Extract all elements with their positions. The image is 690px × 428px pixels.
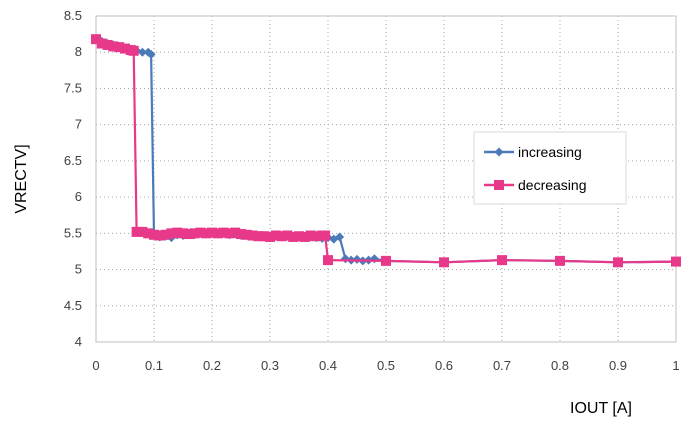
tick-labels: 4 4.5 5 5.5 6 6.5 7 7.5 8 8.5 0 0.1 0.2 0.3 0.4 0.5 0.6 0… xyxy=(64,8,680,373)
data-point-decreasing xyxy=(189,228,200,239)
data-point-decreasing xyxy=(201,228,212,239)
data-point-decreasing xyxy=(555,255,565,266)
x-tick-label: 0.6 xyxy=(435,358,453,373)
data-point-decreasing xyxy=(241,229,252,240)
x-tick-label: 0.4 xyxy=(319,358,337,373)
y-tick-label: 7 xyxy=(75,117,82,132)
data-point-decreasing xyxy=(439,257,449,268)
data-point-decreasing xyxy=(224,228,235,239)
x-tick-label: 0.7 xyxy=(493,358,511,373)
data-point-decreasing xyxy=(149,229,159,240)
data-point-decreasing xyxy=(265,231,275,242)
data-point-decreasing xyxy=(154,230,165,241)
x-axis-title: IOUT [A] xyxy=(570,400,632,417)
data-point-decreasing xyxy=(236,229,246,240)
data-point-decreasing xyxy=(497,255,507,266)
data-point-decreasing xyxy=(282,230,293,241)
data-point-decreasing xyxy=(96,38,107,49)
data-point-decreasing xyxy=(207,227,217,238)
y-tick-label: 8 xyxy=(75,44,82,59)
data-point-decreasing xyxy=(143,228,154,239)
x-tick-label: 0.3 xyxy=(261,358,279,373)
data-point-decreasing xyxy=(131,226,142,237)
data-point-decreasing xyxy=(294,231,304,242)
legend-marker-decreasing xyxy=(494,180,504,190)
y-tick-label: 8.5 xyxy=(64,8,82,23)
series-layer xyxy=(91,34,681,268)
data-point-increasing xyxy=(335,232,345,242)
data-point-decreasing xyxy=(288,231,299,242)
y-tick-label: 4.5 xyxy=(64,298,82,313)
data-point-decreasing xyxy=(381,255,391,266)
data-point-decreasing xyxy=(137,226,148,237)
x-tick-label: 0.1 xyxy=(145,358,163,373)
data-point-decreasing xyxy=(114,42,125,53)
plot-area-frame xyxy=(95,15,677,343)
data-point-decreasing xyxy=(299,231,310,242)
data-point-decreasing xyxy=(276,231,287,242)
data-point-decreasing xyxy=(671,256,681,267)
y-tick-label: 5 xyxy=(75,262,82,277)
legend-label-increasing: increasing xyxy=(518,144,582,160)
data-point-decreasing xyxy=(166,228,177,239)
data-point-decreasing xyxy=(120,43,130,54)
data-point-decreasing xyxy=(212,228,223,239)
legend: increasing decreasing xyxy=(473,131,627,205)
x-tick-label: 0.8 xyxy=(551,358,569,373)
data-point-increasing xyxy=(137,47,147,57)
data-point-decreasing xyxy=(247,230,258,241)
data-point-decreasing xyxy=(230,227,241,238)
data-point-decreasing xyxy=(128,45,139,56)
data-point-decreasing xyxy=(311,231,322,242)
data-point-decreasing xyxy=(183,229,194,240)
x-tick-label: 0.9 xyxy=(609,358,627,373)
y-tick-label: 6 xyxy=(75,189,82,204)
data-point-increasing xyxy=(146,49,156,59)
data-point-decreasing xyxy=(320,230,331,241)
data-point-decreasing xyxy=(160,229,171,240)
data-point-decreasing xyxy=(613,257,623,268)
data-point-decreasing xyxy=(178,228,188,239)
data-point-decreasing xyxy=(305,230,316,241)
data-point-decreasing xyxy=(259,231,270,242)
y-tick-label: 6.5 xyxy=(64,153,82,168)
data-point-decreasing xyxy=(218,227,229,238)
data-point-decreasing xyxy=(102,39,113,50)
legend-label-decreasing: decreasing xyxy=(518,177,587,193)
data-point-decreasing xyxy=(108,41,119,52)
x-tick-label: 1 xyxy=(672,358,679,373)
x-tick-label: 0.5 xyxy=(377,358,395,373)
legend-box xyxy=(473,131,627,205)
x-tick-label: 0 xyxy=(92,358,99,373)
x-tick-label: 0.2 xyxy=(203,358,221,373)
legend-marker-increasing xyxy=(494,147,504,157)
data-point-decreasing xyxy=(195,227,206,238)
series-decreasing xyxy=(91,34,681,268)
data-point-decreasing xyxy=(172,227,183,238)
y-axis-title: VRECTV] xyxy=(13,144,30,213)
data-point-decreasing xyxy=(91,34,101,45)
data-point-decreasing xyxy=(270,230,281,241)
y-tick-label: 5.5 xyxy=(64,225,82,240)
data-point-decreasing xyxy=(323,255,333,266)
y-tick-label: 7.5 xyxy=(64,80,82,95)
y-tick-label: 4 xyxy=(75,334,82,349)
data-point-decreasing xyxy=(253,231,264,242)
